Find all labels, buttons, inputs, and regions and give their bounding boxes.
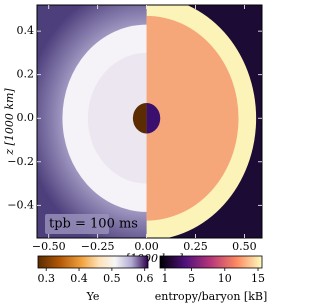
core (132, 102, 147, 134)
y-tick-label: 0.4 (17, 24, 35, 37)
ye-half (37, 5, 147, 238)
colorbar-tick-label: 5 (188, 272, 195, 285)
x-tick-label: 0.50 (232, 240, 257, 253)
y-tick-label: 0.2 (17, 68, 35, 81)
colorbar-label: Ye (86, 290, 100, 303)
colorbar-tick-label: 0.5 (103, 272, 121, 285)
x-tick-label: −0.25 (81, 240, 115, 253)
y-tick-label: −0.4 (7, 198, 34, 211)
x-tick-label: 0.00 (134, 240, 159, 253)
colorbar-tick-label: 1 (161, 272, 168, 285)
annotation: tpb = 100 ms (49, 217, 138, 232)
colorbar (159, 255, 263, 269)
entropy-half (146, 5, 262, 238)
annotation-box (45, 214, 109, 234)
colorbar-tick-label: 0.6 (136, 272, 154, 285)
y-tick-label: −0.2 (7, 155, 34, 168)
colorbar-tick-label: 15 (251, 272, 265, 285)
inner (87, 52, 147, 184)
y-tick-label: 0.0 (17, 111, 35, 124)
x-tick-label: 0.25 (183, 240, 208, 253)
x-tick-label: −0.50 (32, 240, 66, 253)
axes: −0.50 −0.25 0.00 0.25 0.50−0.4−0.20.00.20.4x… (3, 4, 263, 265)
post-shock (146, 15, 239, 221)
colorbar-tick-label: 10 (218, 272, 232, 285)
colorbar-label: entropy/baryon [kB] (155, 290, 267, 303)
heatmap-image (37, 5, 262, 238)
colorbar (37, 255, 149, 269)
colorbar-tick-label: 0.3 (37, 272, 55, 285)
core (146, 102, 161, 134)
y-axis-label: z [1000 km] (3, 88, 16, 156)
plot-frame (36, 4, 263, 239)
chart: −0.50 −0.25 0.00 0.25 0.50−0.4−0.20.00.20.4x… (3, 4, 267, 303)
colorbar-tick-label: 0.4 (70, 272, 88, 285)
